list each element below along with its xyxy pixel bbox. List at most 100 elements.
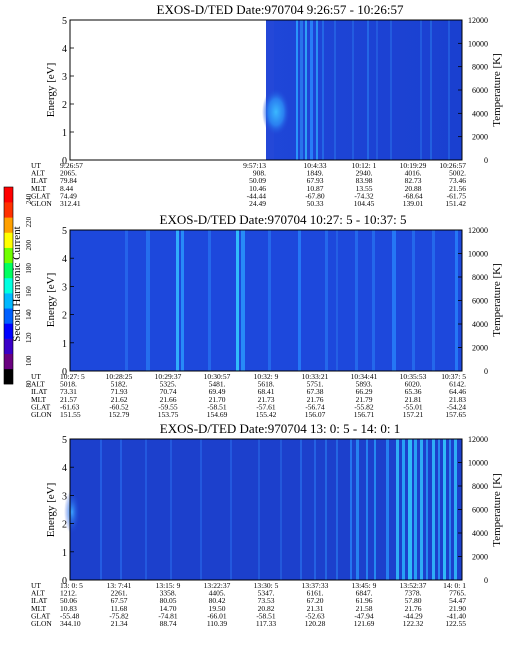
orbit-cell: -55.48 — [60, 611, 80, 620]
panel-1-y2-ticks: 0 2000 4000 6000 8000 10000 12000 — [458, 16, 488, 165]
y2-tick-label: 4000 — [472, 529, 488, 538]
orbit-cell: 110.39 — [207, 619, 228, 628]
orbit-cell: 10:32: 9 — [254, 372, 279, 381]
panel-3-y2-ticks: 0 2000 4000 6000 8000 10000 12000 — [458, 435, 488, 585]
orbit-cell: 24.49 — [249, 199, 266, 208]
orbit-row-label: GLON — [31, 619, 52, 628]
spectrogram-streak — [280, 439, 282, 580]
orbit-cell: 10:37: 5 — [441, 372, 466, 381]
spectrogram-streak — [146, 230, 150, 371]
spectrogram-streak — [420, 20, 422, 160]
orbit-cell: 13:30: 5 — [254, 581, 279, 590]
y-tick-label: 0 — [62, 156, 67, 167]
orbit-cell: 13: 7:41 — [107, 581, 132, 590]
orbit-row-label: MLT — [31, 604, 47, 613]
panel-2-ylabel: Energy [eV] — [45, 273, 57, 327]
orbit-cell: 2065. — [60, 169, 77, 178]
spectrogram-streak — [412, 230, 415, 371]
panel-3-ylabel: Energy [eV] — [45, 483, 57, 537]
colorbar-tick-label: 240 — [25, 193, 33, 204]
orbit-cell: 70.74 — [160, 387, 177, 396]
spectrogram-streak — [396, 439, 399, 580]
colorbar-tick-label: 200 — [25, 240, 33, 251]
orbit-cell: 908. — [253, 169, 266, 178]
orbit-cell: 10.46 — [249, 184, 266, 193]
panel-2-y2-ticks: 0 2000 4000 6000 8000 10000 12000 — [458, 226, 488, 376]
spectrogram-streak — [449, 439, 451, 580]
colorbar-cell — [4, 338, 13, 354]
colorbar-tick-label: 180 — [25, 263, 33, 274]
orbit-cell: 157.65 — [445, 410, 466, 419]
orbit-cell: 6847. — [356, 589, 373, 598]
orbit-cell: 65.36 — [405, 387, 422, 396]
orbit-cell: 71.93 — [111, 387, 128, 396]
orbit-cell: 73.31 — [60, 387, 77, 396]
colorbar-tick-label: 220 — [25, 216, 33, 227]
orbit-cell: 5347. — [258, 589, 275, 598]
orbit-cell: 10:30:57 — [204, 372, 231, 381]
panel-1-flux-blob — [262, 88, 290, 136]
orbit-cell: 20.82 — [258, 604, 275, 613]
orbit-row-label: GLON — [31, 199, 52, 208]
spectrogram-streak — [208, 230, 211, 371]
panel-3-title: EXOS-D/TED Date:970704 13: 0: 5 - 14: 0:… — [160, 421, 400, 436]
orbit-cell: 104.45 — [354, 199, 375, 208]
panel-3-y-ticks: 0 1 2 3 4 5 — [62, 435, 74, 587]
orbit-cell: 10.87 — [307, 184, 324, 193]
orbit-cell: 67.38 — [307, 387, 324, 396]
panel-3-ylabel-right: Temperature [K] — [491, 473, 503, 546]
colorbar-cell — [4, 187, 13, 203]
orbit-cell: -44.44 — [247, 191, 267, 200]
panel-3-plot — [64, 438, 463, 581]
orbit-cell: 88.74 — [160, 619, 177, 628]
panel-1-streaks — [266, 20, 450, 160]
y-tick-label: 1 — [62, 339, 67, 350]
orbit-cell: -61.75 — [447, 191, 467, 200]
spectrogram-streak — [145, 439, 147, 580]
orbit-cell: 8.44 — [60, 184, 73, 193]
orbit-cell: 67.57 — [111, 596, 128, 605]
orbit-cell: -44.29 — [403, 611, 423, 620]
y-tick-label: 5 — [62, 16, 67, 27]
panel-1-y-ticks: 0 1 2 3 4 5 — [62, 16, 74, 167]
panel-3: EXOS-D/TED Date:970704 13: 0: 5 - 14: 0:… — [31, 421, 503, 628]
orbit-cell: 122.55 — [445, 619, 466, 628]
spectrogram-streak — [386, 439, 389, 580]
y2-tick-label: 12000 — [468, 16, 488, 25]
spectrogram-streak — [455, 230, 458, 371]
colorbar-cell — [4, 232, 13, 248]
orbit-cell: 66.29 — [356, 387, 373, 396]
orbit-row-label: GLON — [31, 410, 52, 419]
orbit-row-label: UT — [31, 581, 41, 590]
orbit-cell: 4405. — [209, 589, 226, 598]
orbit-cell: 13:52:37 — [400, 581, 427, 590]
orbit-cell: -60.52 — [109, 402, 129, 411]
y-tick-label: 2 — [62, 311, 67, 322]
orbit-row-label: GLAT — [31, 191, 51, 200]
orbit-cell: 10:35:53 — [400, 372, 427, 381]
orbit-cell: 3358. — [160, 589, 177, 598]
orbit-cell: -55.82 — [354, 402, 374, 411]
orbit-cell: 13:22:37 — [204, 581, 231, 590]
orbit-cell: 21.76 — [307, 395, 324, 404]
colorbar-cell — [4, 368, 13, 385]
y2-tick-label: 10000 — [468, 250, 488, 259]
colorbar-tick-label: 160 — [25, 286, 33, 297]
y2-tick-label: 12000 — [468, 226, 488, 235]
orbit-row-label: ILAT — [31, 387, 48, 396]
orbit-cell: 10:34:41 — [351, 372, 378, 381]
y2-tick-label: 0 — [484, 156, 488, 165]
orbit-cell: 21.57 — [60, 395, 77, 404]
panel-2-y-ticks: 0 1 2 3 4 5 — [62, 226, 74, 378]
orbit-cell: 156.71 — [354, 410, 375, 419]
orbit-row-label: GLAT — [31, 402, 51, 411]
colorbar-cell — [4, 323, 13, 339]
y2-tick-label: 10000 — [468, 39, 488, 48]
y2-tick-label: 8000 — [472, 273, 488, 282]
orbit-row-label: ILAT — [31, 176, 48, 185]
orbit-cell: 156.07 — [305, 410, 326, 419]
orbit-cell: 13:15: 9 — [156, 581, 181, 590]
orbit-cell: 139.01 — [403, 199, 424, 208]
y-tick-label: 1 — [62, 548, 67, 559]
spectrogram-streak — [230, 439, 232, 580]
